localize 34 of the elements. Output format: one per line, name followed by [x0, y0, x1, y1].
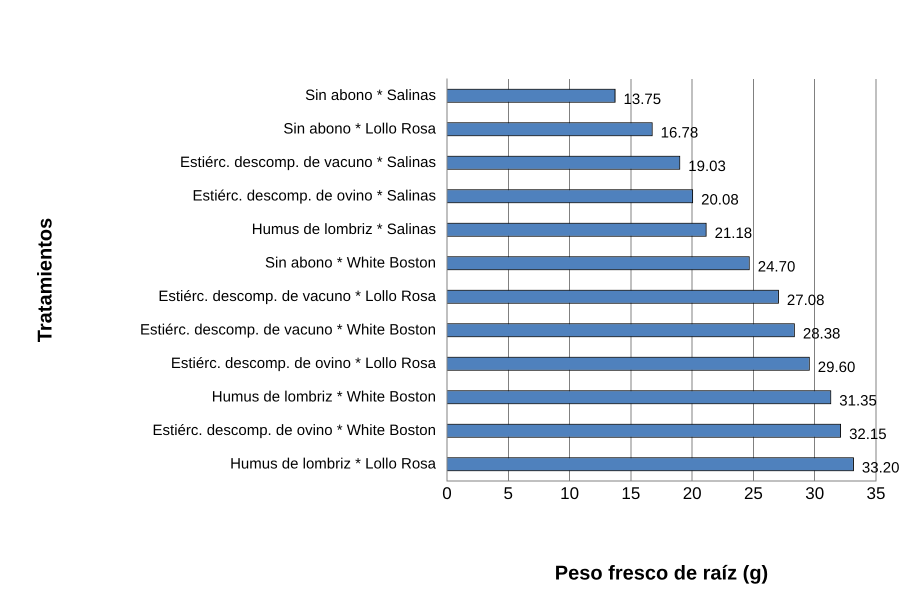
y-tick-label: Humus de lombriz * White Boston: [212, 388, 436, 406]
data-label: 32.15: [849, 426, 887, 443]
y-tick-label: Estiérc. descomp. de vacuno * Lollo Rosa: [158, 288, 437, 305]
data-label: 19.03: [688, 158, 726, 175]
x-tick-label: 10: [560, 484, 580, 503]
y-tick-label: Humus de lombriz * Salinas: [252, 220, 436, 238]
data-label: 29.60: [818, 358, 856, 376]
x-tick-label: 25: [744, 484, 763, 503]
x-axis-title: Peso fresco de raíz (g): [554, 562, 768, 585]
data-label: 21.18: [714, 224, 752, 242]
y-tick-label: Sin abono * Lollo Rosa: [283, 120, 437, 138]
y-tick-label: Estiérc. descomp. de ovino * Salinas: [192, 187, 436, 204]
data-label: 20.08: [701, 191, 739, 208]
y-tick-label: Estiérc. descomp. de ovino * Lollo Rosa: [170, 354, 437, 372]
data-label: 33.20: [862, 459, 900, 476]
data-label: 28.38: [802, 325, 840, 342]
data-label: 16.78: [660, 124, 698, 142]
y-tick-label: Sin abono * White Boston: [265, 254, 436, 272]
y-axis-title: Tratamientos: [34, 218, 57, 342]
x-tick-label: 20: [682, 484, 702, 503]
data-label: 27.08: [786, 292, 824, 309]
x-tick-label: 15: [621, 484, 640, 503]
data-label: 31.35: [839, 392, 877, 410]
x-tick-label: 35: [866, 484, 886, 503]
data-label: 24.70: [758, 258, 796, 276]
y-tick-label: Sin abono * Salinas: [305, 86, 436, 104]
x-tick-label: 0: [442, 484, 452, 503]
y-tick-label: Humus de lombriz * Lollo Rosa: [230, 455, 437, 472]
y-tick-label: Estiérc. descomp. de ovino * White Boston: [152, 422, 436, 439]
x-tick-label: 30: [805, 484, 824, 503]
y-tick-label: Estiérc. descomp. de vacuno * Salinas: [180, 154, 436, 171]
y-tick-label: Estiérc. descomp. de vacuno * White Boston: [140, 321, 436, 338]
x-tick-label: 5: [504, 484, 514, 503]
data-label: 13.75: [624, 90, 662, 108]
